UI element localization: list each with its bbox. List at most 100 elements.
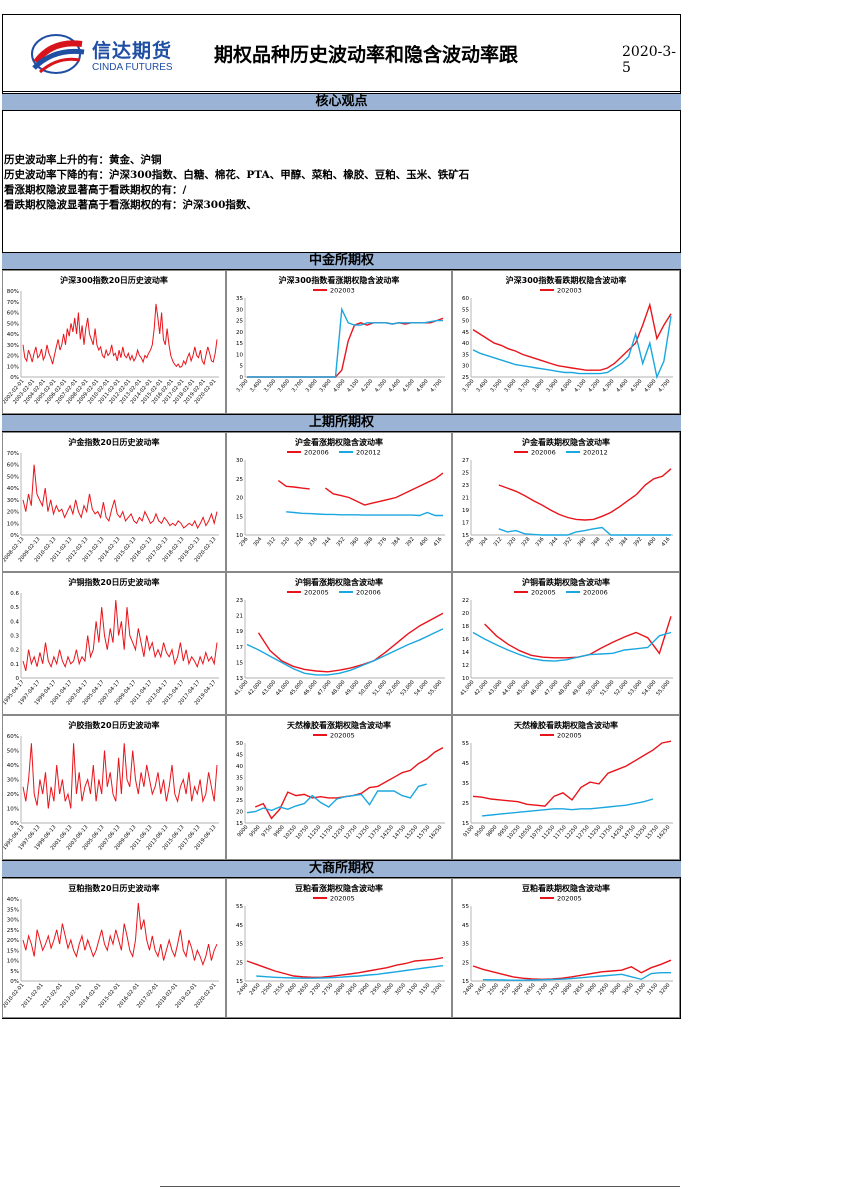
y-tick-label: 50% <box>7 321 19 327</box>
chart-title: 沪胶指数20日历史波动率 <box>68 720 159 730</box>
y-tick-label: 0 <box>240 375 244 381</box>
x-tick-label: 46,000 <box>529 679 545 697</box>
y-tick-label: 25 <box>236 960 243 966</box>
series-line <box>498 468 672 521</box>
legend-label: 202003 <box>330 287 355 295</box>
x-tick-label: 400 <box>419 536 430 547</box>
x-tick-label: 4,700 <box>657 378 671 393</box>
y-tick-label: 40 <box>236 764 243 770</box>
y-tick-label: 50 <box>462 319 469 325</box>
x-tick-label: 2850 <box>346 982 359 996</box>
x-tick-label: 9500 <box>249 824 262 838</box>
y-tick-label: 15 <box>462 979 469 985</box>
x-tick-label: 2550 <box>273 982 286 996</box>
y-tick-label: 0% <box>10 375 19 381</box>
x-tick-label: 2600 <box>511 982 524 996</box>
y-tick-label: 70% <box>7 451 19 457</box>
y-tick-label: 20 <box>236 810 243 816</box>
x-tick-label: 368 <box>363 536 374 547</box>
x-tick-label: 304 <box>252 536 263 548</box>
x-tick-label: 3200 <box>658 982 671 996</box>
line-chart: 沪金指数20日历史波动率0%10%20%30%40%50%60%70%2008-… <box>3 437 219 563</box>
legend-label: 202003 <box>557 287 582 295</box>
y-tick-label: 15 <box>236 821 243 827</box>
y-tick-label: 19 <box>462 508 469 514</box>
y-tick-label: 25 <box>236 319 243 325</box>
x-tick-label: 328 <box>294 536 305 547</box>
chart-cell: 天然橡胶看跌期权隐含波动率 202005 15 25 35 45 55 9100 9500 980… <box>452 715 680 860</box>
x-tick-label: 2750 <box>321 982 334 996</box>
core-view-line: 历史波动率上升的有：黄金、沪铜 <box>4 154 162 166</box>
core-view-line: 看跌期权隐波显著高于看涨期权的有：沪深300指数、 <box>4 199 257 211</box>
series-line <box>472 631 672 662</box>
x-tick-label: 2500 <box>487 982 500 996</box>
y-tick-label: 22 <box>462 598 469 604</box>
series-line <box>256 965 444 979</box>
chart-cell: 沪深300指数20日历史波动率 0% 10% 20% 30% 40% 50% 60% 70% 80… <box>2 270 226 414</box>
chart-cell: 沪金看跌期权隐含波动率 202006 202012 15 17 19 21 23 25 27 296… <box>452 432 680 572</box>
company-logo: 信达期货 CINDA FUTURES <box>30 32 190 76</box>
line-chart: 沪胶指数20日历史波动率0%10%20%30%40%50%60%1995-06-… <box>3 720 219 851</box>
y-tick-label: 35 <box>462 781 469 787</box>
x-tick-label: 344 <box>549 536 560 548</box>
y-tick-label: 15 <box>236 514 243 520</box>
y-tick-label: 10 <box>462 676 469 682</box>
y-tick-label: 15 <box>462 533 469 539</box>
y-tick-label: 60% <box>7 734 19 740</box>
x-tick-label: 3000 <box>382 982 395 996</box>
y-tick-label: 18 <box>462 624 469 630</box>
series-line <box>247 317 444 378</box>
y-tick-label: 12 <box>462 663 469 669</box>
y-tick-label: 35 <box>462 352 469 358</box>
x-tick-label: 2750 <box>548 982 561 996</box>
x-tick-label: 9500 <box>474 824 487 838</box>
y-tick-label: 30% <box>7 778 19 784</box>
y-tick-label: 27 <box>462 458 469 464</box>
x-tick-label: 3,500 <box>489 378 503 393</box>
series-line <box>472 959 672 981</box>
x-tick-label: 336 <box>308 536 319 547</box>
y-tick-label: 30 <box>462 364 469 370</box>
core-view-heading: 核心观点 <box>2 93 681 111</box>
y-tick-label: 20% <box>7 510 19 516</box>
chart-title: 沪深300指数看涨期权隐含波动率 <box>279 275 400 285</box>
y-tick-label: 10 <box>236 533 243 539</box>
x-tick-label: 4,000 <box>559 378 573 393</box>
chart-cell: 沪金看涨期权隐含波动率 202006 202012 10 15 20 25 30 296 304 3… <box>226 432 452 572</box>
legend-label: 202005 <box>557 895 582 903</box>
y-tick-label: 40% <box>7 486 19 492</box>
x-tick-label: 54,000 <box>641 679 657 697</box>
y-tick-label: 25 <box>462 801 469 807</box>
y-tick-label: 10% <box>7 521 19 527</box>
x-tick-label: 376 <box>377 536 388 547</box>
x-tick-label: 3,300 <box>235 378 249 393</box>
y-tick-label: 16 <box>462 637 469 643</box>
x-tick-label: 312 <box>266 536 277 547</box>
x-tick-label: 4,700 <box>429 378 443 393</box>
chart-cell: 沪铜看涨期权隐含波动率 202005 202006 13 15 17 19 21 23 41,00… <box>226 572 452 715</box>
y-tick-label: 23 <box>236 598 243 604</box>
series-line <box>498 526 671 536</box>
y-tick-label: 35 <box>236 296 243 302</box>
y-tick-label: 25 <box>236 477 243 483</box>
y-tick-label: 25 <box>462 375 469 381</box>
y-tick-label: 35 <box>462 942 469 948</box>
x-tick-label: 52,000 <box>613 679 629 697</box>
x-tick-label: 312 <box>493 536 504 547</box>
y-tick-label: 0.5 <box>10 605 19 611</box>
y-tick-label: 35 <box>236 942 243 948</box>
x-tick-label: 41,000 <box>459 679 475 697</box>
legend-label: 202005 <box>330 895 355 903</box>
y-tick-label: 40% <box>7 332 19 338</box>
series-line <box>22 600 218 672</box>
line-chart: 沪金看跌期权隐含波动率 202006 202012 15 17 19 21 23 25 27 296… <box>462 437 673 548</box>
y-tick-label: 35% <box>7 907 19 913</box>
y-tick-label: 0% <box>10 533 19 539</box>
y-tick-label: 20% <box>7 354 19 360</box>
x-tick-label: 4,500 <box>402 378 416 393</box>
x-tick-label: 2500 <box>261 982 274 996</box>
chart-title: 沪铜指数20日历史波动率 <box>68 577 159 587</box>
